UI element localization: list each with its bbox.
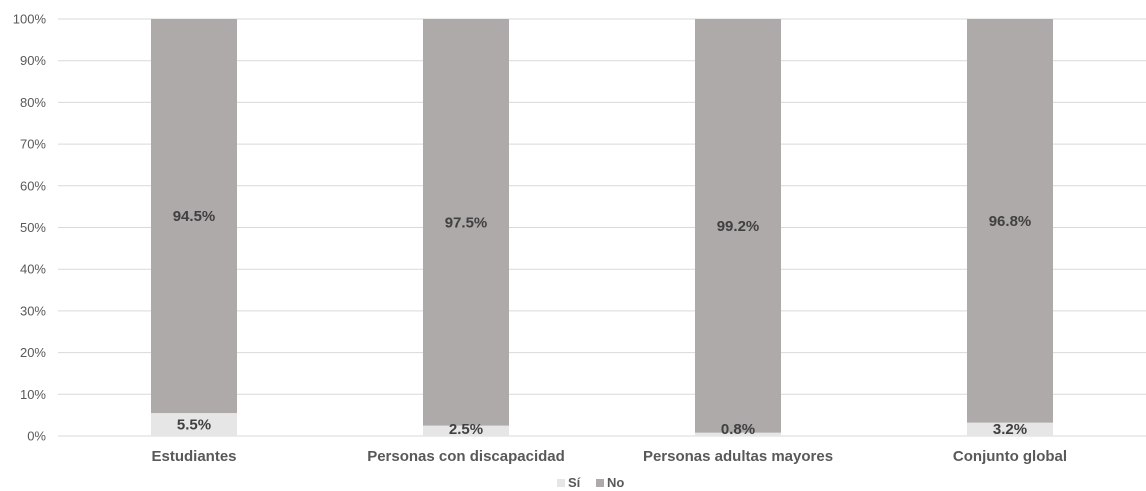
data-label: 99.2% (717, 218, 760, 235)
bar-segment (151, 413, 237, 436)
y-tick-label: 20% (20, 345, 46, 360)
bars (151, 19, 1053, 436)
legend-swatch (596, 479, 604, 487)
y-tick-label: 60% (20, 178, 46, 193)
y-tick-label: 70% (20, 137, 46, 152)
bar-segment (967, 422, 1053, 436)
y-tick-label: 40% (20, 262, 46, 277)
legend-swatch (557, 479, 565, 487)
y-tick-label: 10% (20, 387, 46, 402)
legend-label: Sí (568, 475, 581, 490)
data-label: 5.5% (177, 417, 211, 434)
bar-segment (151, 19, 237, 414)
gridlines (58, 18, 1146, 437)
bar-segment (695, 19, 781, 433)
y-tick-label: 50% (20, 220, 46, 235)
bar-segment (695, 432, 781, 436)
legend: Sí No (557, 475, 624, 490)
category-label: Personas con discapacidad (367, 448, 565, 465)
data-label: 0.8% (721, 421, 755, 438)
y-tick-label: 80% (20, 95, 46, 110)
y-tick-label: 0% (27, 429, 46, 444)
data-label: 97.5% (445, 214, 488, 231)
data-label: 96.8% (989, 213, 1032, 230)
data-label: 94.5% (173, 208, 216, 225)
data-label: 2.5% (449, 421, 483, 438)
category-label: Estudiantes (151, 448, 236, 465)
bar-segment (423, 19, 509, 426)
category-label: Personas adultas mayores (643, 448, 833, 465)
category-label: Conjunto global (953, 448, 1067, 465)
category-labels: Estudiantes Personas con discapacidad Pers… (151, 448, 1067, 465)
y-tick-label: 100% (13, 12, 47, 27)
y-tick-label: 30% (20, 303, 46, 318)
y-axis-tick-labels: 0% 10% 20% 30% 40% 50% 60% 70% 80% 90% 100% (13, 12, 47, 444)
data-label: 3.2% (993, 421, 1027, 438)
data-labels: 5.5% 94.5% 2.5% 97.5% 0.8% 99.2% 3.2% 96.8% (173, 208, 1032, 438)
bar-segment (423, 425, 509, 436)
bar-segment (967, 19, 1053, 423)
y-tick-label: 90% (20, 53, 46, 68)
legend-label: No (607, 475, 624, 490)
